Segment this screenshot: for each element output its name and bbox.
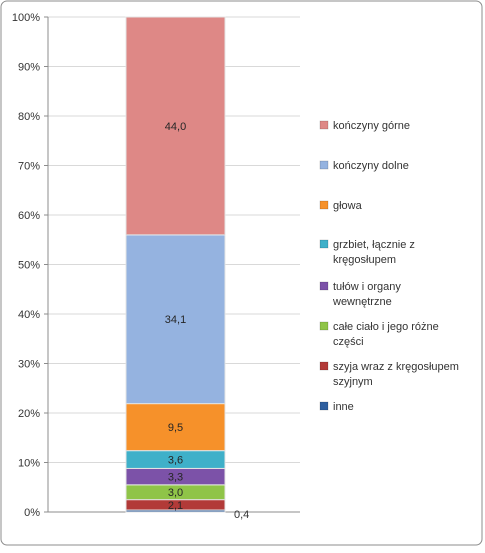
- axes: 0% 10% 20% 30% 40% 50% 60% 70% 80% 90% 100%: [12, 12, 300, 519]
- legend-item-inne: inne: [319, 401, 354, 413]
- legend-label: szyjnym: [333, 376, 373, 388]
- legend-item-grzbiet-łącznie-z-kręgosłupem: grzbiet, łącznie z kręgosłupem: [319, 239, 415, 266]
- legend-label: tułów i organy: [333, 281, 401, 293]
- bar-segment-kończyny-górne: [125, 16, 226, 236]
- bar-segment-głowa: [125, 403, 226, 452]
- legend-swatch: [319, 401, 329, 411]
- legend-swatch: [319, 200, 329, 210]
- legend-label: głowa: [333, 200, 363, 212]
- legend-label: kręgosłupem: [333, 254, 396, 266]
- legend-label: kończyny dolne: [333, 160, 409, 172]
- y-tick-label: 20%: [18, 408, 40, 420]
- legend-swatch: [319, 361, 329, 371]
- legend-label: grzbiet, łącznie z: [333, 239, 415, 251]
- data-label: 3,6: [168, 455, 183, 467]
- y-tick-label: 60%: [18, 210, 40, 222]
- legend-item-kończyny-dolne: kończyny dolne: [319, 160, 409, 172]
- legend-swatch: [319, 281, 329, 291]
- legend-label: wewnętrzne: [332, 296, 392, 308]
- legend-swatch: [319, 321, 329, 331]
- legend-item-tułów-i-organy-wewnętrzne: tułów i organy wewnętrzne: [319, 281, 401, 308]
- data-label: 3,0: [168, 487, 183, 499]
- y-tick-label: 0%: [24, 507, 40, 519]
- legend-item-szyja-wraz-z-kręgosłupem-szyjnym: szyja wraz z kręgosłupem szyjnym: [319, 361, 459, 388]
- legend: kończyny górne kończyny dolne głowa grzbiet…: [319, 120, 459, 413]
- legend-label: inne: [333, 401, 354, 413]
- y-tick-label: 30%: [18, 359, 40, 371]
- legend-swatch: [319, 239, 329, 249]
- legend-label: szyja wraz z kręgosłupem: [333, 361, 459, 373]
- legend-swatch: [319, 120, 329, 130]
- legend-label: części: [333, 336, 364, 348]
- y-tick-label: 40%: [18, 309, 40, 321]
- y-tick-label: 50%: [18, 260, 40, 272]
- legend-swatch: [319, 160, 329, 170]
- y-tick-label: 80%: [18, 111, 40, 123]
- bar-segment-edge: [125, 16, 226, 236]
- data-label: 0,4: [234, 509, 249, 521]
- legend-label: całe ciało i jego różne: [333, 321, 439, 333]
- data-label: 9,5: [168, 422, 183, 434]
- data-label: 3,3: [168, 472, 183, 484]
- bar-segments: [125, 16, 226, 513]
- data-label: 34,1: [165, 314, 186, 326]
- legend-item-całe-ciało-i-jego-różne-części: całe ciało i jego różne części: [319, 321, 439, 348]
- bar-segment-kończyny-dolne: [125, 234, 226, 405]
- y-tick-label: 10%: [18, 458, 40, 470]
- data-labels: 0,4 2,13,0 3,3 3,6 9,5 34,1 44,0: [165, 121, 250, 521]
- legend-item-głowa: głowa: [319, 200, 363, 212]
- data-label: 44,0: [165, 121, 186, 133]
- y-tick-label: 90%: [18, 62, 40, 74]
- data-label: 2,1: [168, 500, 183, 512]
- legend-item-kończyny-górne: kończyny górne: [319, 120, 410, 132]
- legend-label: kończyny górne: [333, 120, 410, 132]
- y-tick-label: 70%: [18, 161, 40, 173]
- y-tick-label: 100%: [12, 12, 40, 24]
